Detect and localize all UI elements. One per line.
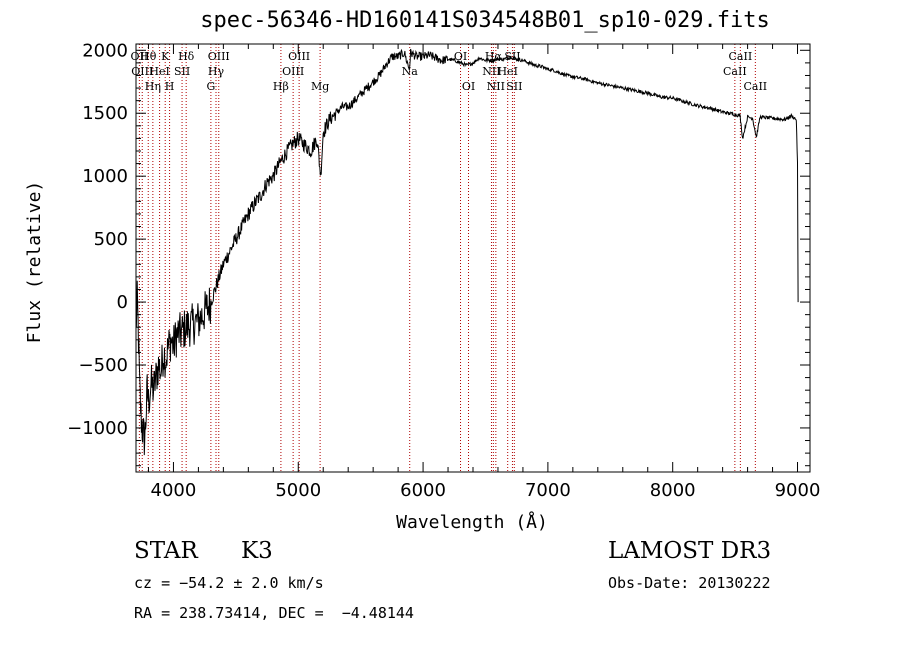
line-marker-label: H (165, 80, 175, 93)
line-marker-label: OIII (208, 50, 230, 63)
chart-title: spec-56346-HD160141S034548B01_sp10-029.f… (200, 8, 770, 33)
line-marker-label: Na (402, 65, 419, 78)
spectrum-series (135, 48, 799, 456)
line-marker-label: CaII (729, 50, 753, 63)
line-marker-label: OII (131, 50, 149, 63)
x-tick-label: 6000 (400, 480, 446, 501)
y-tick-label: 1500 (82, 103, 128, 124)
line-marker-label: OI (462, 80, 475, 93)
line-marker-label: Mg (311, 80, 329, 93)
line-marker-labels: OII OIII Hθ Hη HeI K H SII Hδ G Hγ OIII Hβ OIII OIII Mg… (131, 50, 768, 93)
x-tick-label: 8000 (650, 480, 696, 501)
spectrum-line (135, 48, 799, 456)
x-tick-label: 9000 (775, 480, 821, 501)
line-marker-label: NII (487, 80, 505, 93)
x-tick-label: 5000 (275, 480, 321, 501)
y-tick-label: 1000 (82, 166, 128, 187)
coordinates-text: RA = 238.73414, DEC = −4.48144 (134, 604, 414, 622)
line-marker-label: OI (454, 50, 467, 63)
line-marker-label: OIII (288, 50, 310, 63)
axes: 4000 5000 6000 7000 8000 9000 −1000 −500 0 500 100… (67, 40, 820, 501)
x-tick-label: 4000 (151, 480, 197, 501)
line-marker-label: CaII (743, 80, 767, 93)
line-marker-label: SII (174, 65, 190, 78)
line-marker-label: OIII (131, 65, 153, 78)
line-marker-label: NII (482, 65, 500, 78)
line-marker-label: CaII (723, 65, 747, 78)
line-marker-label: G (206, 80, 215, 93)
line-marker-label: Hθ (140, 50, 157, 63)
object-class: STAR (134, 538, 198, 564)
line-marker-label: Hδ (178, 50, 195, 63)
obs-date-text: Obs-Date: 20130222 (608, 574, 771, 592)
x-tick-label: 7000 (525, 480, 571, 501)
y-tick-label: 2000 (82, 40, 128, 61)
line-marker-label: Hβ (273, 80, 289, 93)
line-marker-label: OIII (282, 65, 304, 78)
y-tick-label: −1000 (67, 418, 128, 439)
object-subclass: K3 (241, 538, 273, 564)
line-marker-label: K (161, 50, 170, 63)
y-tick-label: 500 (94, 229, 128, 250)
line-marker-label: SII (506, 80, 522, 93)
line-marker-label: HeI (149, 65, 169, 78)
y-tick-label: 0 (117, 292, 128, 313)
line-marker-label: Hη (145, 80, 161, 93)
y-tick-label: −500 (79, 355, 128, 376)
y-axis-label: Flux (relative) (24, 181, 45, 344)
x-axis-label: Wavelength (Å) (396, 511, 548, 533)
line-marker-label: Hγ (208, 65, 225, 78)
redshift-text: cz = −54.2 ± 2.0 km/s (134, 574, 324, 592)
line-marker-label: HeI (497, 65, 517, 78)
survey-name: LAMOST DR3 (608, 538, 772, 564)
line-markers (138, 44, 756, 472)
